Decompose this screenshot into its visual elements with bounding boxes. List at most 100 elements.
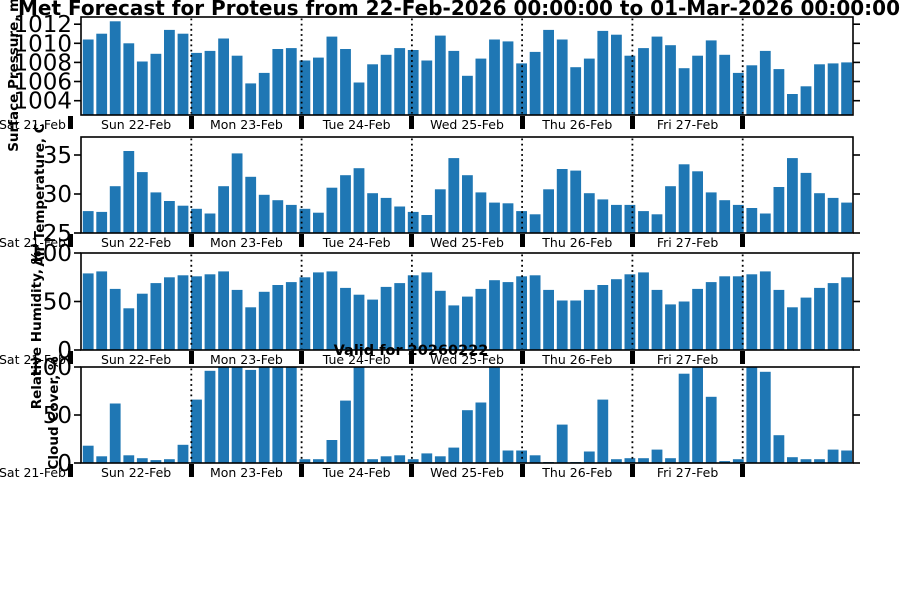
- date-label: Wed 25-Feb: [430, 235, 504, 250]
- air-temperature-bar: [191, 208, 202, 233]
- relative-humidity-bar: [597, 285, 609, 350]
- relative-humidity-bar: [475, 288, 487, 350]
- date-label-prev-day: Sat 21-Feb: [0, 465, 66, 480]
- cloud-cover-bar: [529, 455, 541, 463]
- relative-humidity-bar: [556, 300, 568, 350]
- air-temperature-bar: [394, 206, 406, 233]
- cloud-cover-bar: [462, 410, 473, 463]
- air-temperature-bar: [340, 175, 351, 233]
- day-boundary-tick: [519, 351, 525, 364]
- air-temperature-bar: [272, 200, 284, 233]
- cloud-cover-bar: [109, 403, 121, 463]
- relative-humidity-bar: [380, 286, 392, 350]
- surface-pressure-bar: [827, 63, 839, 115]
- day-boundary-tick: [740, 116, 746, 129]
- cloud-cover-bar: [218, 367, 229, 463]
- relative-humidity-bar: [82, 273, 94, 350]
- cloud-cover-bar: [285, 367, 297, 463]
- surface-pressure-bar: [516, 63, 527, 115]
- air-temperature-bar: [367, 193, 378, 233]
- relative-humidity-bar: [191, 276, 202, 350]
- surface-pressure-bar: [475, 58, 487, 115]
- surface-pressure-bar: [529, 51, 541, 115]
- y-tick-label: 1012: [13, 12, 72, 38]
- surface-pressure-bar: [285, 48, 297, 115]
- day-boundary-tick: [409, 234, 415, 247]
- air-temperature-bar: [529, 214, 541, 233]
- relative-humidity-bar: [502, 282, 514, 350]
- plot-frame: [80, 16, 854, 116]
- cloud-cover-bar: [448, 447, 460, 463]
- cloud-cover-bar: [759, 371, 771, 463]
- day-boundary-tick: [68, 351, 73, 364]
- relative-humidity-bar: [245, 307, 257, 350]
- date-label: Tue 24-Feb: [322, 352, 391, 367]
- surface-pressure-bar: [434, 35, 446, 115]
- day-boundary-tick: [519, 116, 525, 129]
- relative-humidity-bar: [570, 300, 582, 350]
- cloud-cover-bar: [705, 396, 717, 463]
- surface-pressure-bar: [841, 62, 852, 115]
- date-label: Wed 25-Feb: [430, 117, 504, 132]
- day-boundary-tick: [629, 234, 635, 247]
- date-label: Fri 27-Feb: [656, 465, 719, 480]
- y-tick-label: 1010: [13, 31, 72, 57]
- day-boundary-tick: [188, 116, 194, 129]
- y-tick-label: 100: [28, 241, 72, 267]
- day-boundary-tick: [188, 464, 194, 477]
- cloud-cover-bar: [191, 399, 202, 463]
- y-tick-label: 50: [43, 290, 72, 316]
- relative-humidity-bar: [285, 282, 297, 350]
- cloud-cover-bar: [583, 451, 595, 463]
- surface-pressure-bar: [421, 60, 433, 115]
- relative-humidity-bar: [719, 276, 731, 350]
- date-label: Sun 22-Feb: [100, 117, 172, 132]
- relative-humidity-bar: [177, 275, 189, 350]
- day-boundary-tick: [629, 464, 635, 477]
- relative-humidity-bar: [759, 271, 771, 350]
- surface-pressure-bar: [814, 64, 825, 115]
- cloud-cover-bar: [313, 459, 324, 463]
- surface-pressure-bar: [638, 48, 649, 115]
- cloud-cover-bar: [150, 460, 162, 463]
- air-temperature-bar: [814, 193, 825, 233]
- air-temperature-bar: [164, 201, 175, 233]
- relative-humidity-bar: [814, 287, 825, 350]
- surface-pressure-bar: [543, 29, 554, 115]
- surface-pressure-bar: [299, 60, 311, 115]
- surface-pressure-bar: [597, 30, 609, 115]
- date-label: Mon 23-Feb: [209, 465, 283, 480]
- surface-pressure-bar: [800, 86, 812, 115]
- relative-humidity-bar: [732, 276, 744, 350]
- air-temperature-bar: [204, 213, 216, 233]
- air-temperature-bar: [421, 215, 433, 233]
- surface-pressure-bar: [787, 94, 798, 115]
- day-boundary-tick: [68, 116, 73, 129]
- cloud-cover-bar: [692, 367, 703, 463]
- date-label: Sun 22-Feb: [100, 352, 172, 367]
- cloud-cover-bar: [299, 459, 311, 463]
- surface-pressure-bar: [665, 45, 676, 116]
- cloud-cover-bar: [624, 458, 636, 463]
- cloud-cover-bar: [678, 373, 690, 463]
- air-temperature-bar: [231, 153, 243, 233]
- surface-pressure-bar: [651, 36, 663, 115]
- relative-humidity-bar: [448, 305, 460, 350]
- surface-pressure-bar: [773, 69, 785, 115]
- relative-humidity-bar: [787, 307, 798, 350]
- air-temperature-bar: [407, 211, 419, 233]
- relative-humidity-bar: [258, 291, 270, 350]
- air-temperature-bar: [123, 151, 135, 233]
- cloud-cover-bar: [638, 458, 649, 463]
- cloud-cover-bar: [800, 459, 812, 463]
- cloud-cover-bar: [394, 455, 406, 463]
- relative-humidity-bar: [746, 274, 758, 350]
- surface-pressure-bar: [96, 33, 108, 116]
- relative-humidity-bar: [583, 289, 595, 350]
- surface-pressure-bar: [380, 54, 392, 115]
- air-temperature-bar: [258, 194, 270, 233]
- relative-humidity-bar: [611, 279, 622, 350]
- air-temperature-bar: [177, 205, 189, 233]
- relative-humidity-bar: [543, 289, 554, 350]
- cloud-cover-bar: [258, 367, 270, 463]
